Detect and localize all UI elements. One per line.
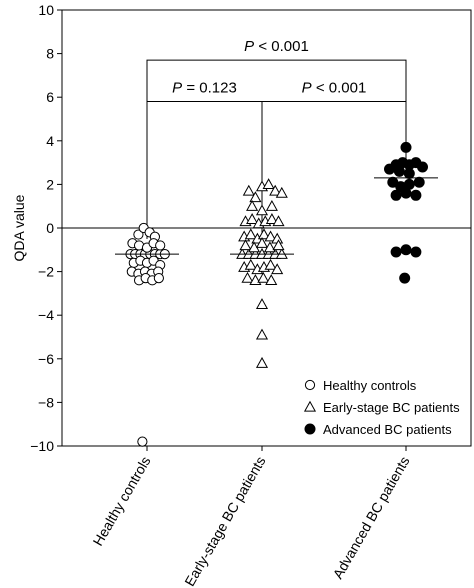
data-point (241, 271, 254, 283)
data-point (390, 246, 402, 258)
data-point (239, 239, 252, 251)
data-point (255, 237, 269, 248)
y-tick-label: −10 (30, 438, 54, 454)
data-point (249, 191, 262, 203)
data-point (275, 247, 288, 259)
data-point (255, 204, 269, 216)
data-point (390, 189, 402, 201)
data-point (272, 239, 285, 251)
data-point (393, 165, 405, 177)
data-point (244, 228, 257, 240)
data-point (263, 241, 276, 253)
data-point (265, 274, 278, 285)
data-point (265, 199, 278, 211)
data-point (410, 246, 422, 258)
x-tick-label: Advanced BC patients (329, 454, 412, 582)
data-point (133, 229, 144, 240)
y-tick-label: −6 (38, 351, 54, 367)
data-point (244, 258, 257, 270)
data-point (246, 199, 259, 211)
data-point (399, 272, 411, 284)
data-point (403, 168, 415, 179)
x-tick-label: Early-stage BC patients (181, 454, 268, 588)
y-tick-label: 8 (46, 46, 54, 62)
p-value-label: P < 0.001 (302, 80, 367, 97)
data-point (400, 141, 412, 153)
data-point (265, 213, 278, 224)
data-point (257, 228, 271, 240)
data-point (413, 176, 425, 188)
data-point (153, 273, 164, 284)
data-point (246, 213, 259, 224)
data-point (255, 356, 269, 368)
data-point (264, 230, 277, 242)
legend-label: Healthy controls (323, 378, 417, 393)
legend-marker (304, 379, 316, 391)
data-point (272, 215, 285, 227)
data-point (257, 271, 270, 283)
data-point (137, 436, 148, 447)
p-value-label: P < 0.001 (244, 38, 309, 55)
data-point (264, 258, 277, 270)
data-point (384, 163, 395, 175)
data-point (271, 263, 284, 275)
data-point (400, 244, 412, 256)
y-tick-label: −2 (38, 264, 54, 280)
data-point (269, 184, 282, 196)
data-point (255, 298, 269, 309)
significance-brackets: P = 0.123 P < 0.001 P < 0.001 (146, 38, 407, 239)
axes: 10 8 6 4 2 0 −2 −4 −6 −8 −10 Healthy controls Early-… (30, 2, 472, 588)
legend: Healthy controls Early-stage BC patients A… (303, 378, 460, 437)
data-point (242, 184, 255, 196)
data-point (410, 189, 422, 201)
data-points (115, 141, 438, 447)
comparison-bracket (146, 59, 407, 239)
data-point (275, 186, 288, 198)
y-tick-label: −8 (38, 394, 54, 410)
y-tick-label: 4 (46, 133, 54, 149)
legend-label: Advanced BC patients (323, 422, 452, 437)
data-point (255, 328, 269, 340)
data-point (262, 178, 275, 190)
p-value-label: P = 0.123 (172, 80, 237, 97)
data-point (400, 187, 412, 199)
y-tick-label: 2 (46, 176, 54, 192)
data-point (417, 161, 428, 173)
y-tick-label: 0 (46, 220, 54, 236)
y-tick-label: 6 (46, 89, 54, 105)
y-axis-label: QDA value (11, 194, 27, 261)
y-tick-label: 10 (38, 2, 54, 18)
legend-marker (304, 423, 316, 435)
data-point (155, 240, 166, 251)
y-tick-label: −4 (38, 307, 54, 323)
x-tick-label: Healthy controls (90, 454, 154, 549)
legend-marker (303, 400, 317, 412)
legend-label: Early-stage BC patients (323, 400, 460, 415)
